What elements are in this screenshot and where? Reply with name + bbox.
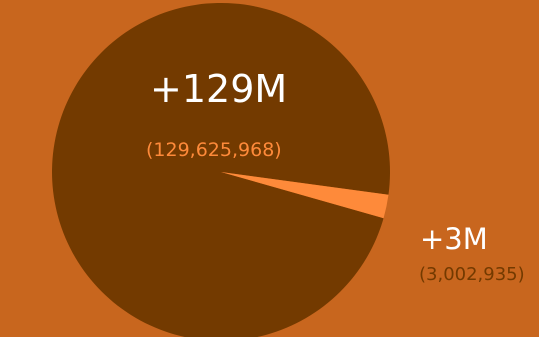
- pie-slice-small: [221, 172, 389, 219]
- slice-large-value-label: (129,625,968): [146, 139, 282, 161]
- pie-slice-large: [52, 2, 391, 337]
- slice-large-label: +129M: [150, 67, 288, 111]
- slice-small-value-label: (3,002,935): [419, 264, 525, 285]
- slice-small-label: +3M: [420, 222, 488, 256]
